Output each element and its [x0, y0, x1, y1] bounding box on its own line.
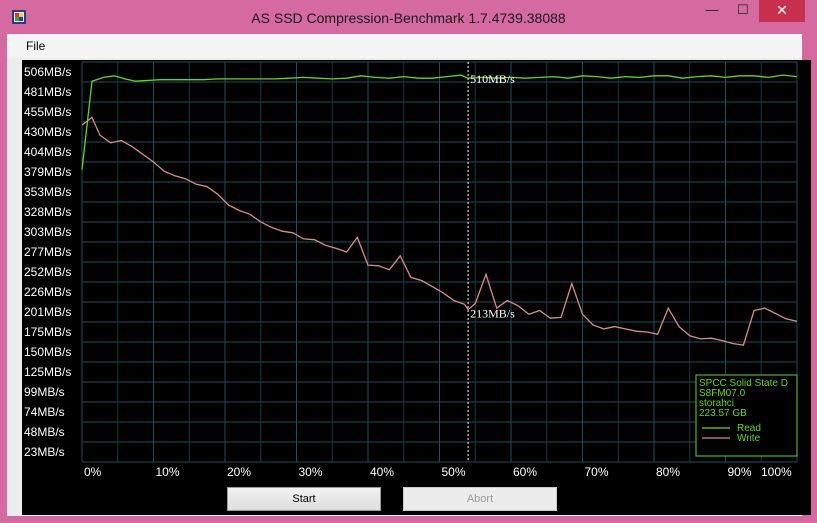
- cursor-read-value: 510MB/s: [470, 72, 515, 86]
- x-tick-label: 50%: [442, 465, 466, 479]
- series-line-write: [81, 116, 798, 346]
- y-tick-label: 99MB/s: [24, 385, 65, 399]
- y-tick-label: 455MB/s: [24, 105, 71, 119]
- x-tick-label: 10%: [156, 465, 180, 479]
- info-line: storahci: [699, 398, 734, 409]
- info-line: S8FM07.0: [699, 388, 746, 399]
- x-tick-label: 60%: [513, 465, 537, 479]
- y-tick-label: 252MB/s: [24, 265, 71, 279]
- maximize-icon[interactable]: ☐: [737, 2, 749, 17]
- y-tick-label: 506MB/s: [24, 65, 71, 79]
- info-line: SPCC Solid State D: [699, 378, 788, 389]
- x-tick-label: 30%: [299, 465, 323, 479]
- x-tick-label: 80%: [656, 465, 680, 479]
- close-icon[interactable]: ✕: [759, 0, 805, 22]
- chart-background: [22, 60, 811, 515]
- abort-button[interactable]: Abort: [403, 487, 557, 511]
- title-bar[interactable]: AS SSD Compression-Benchmark 1.7.4739.38…: [0, 0, 817, 34]
- y-tick-label: 404MB/s: [24, 145, 71, 159]
- series-line-read: [81, 74, 798, 170]
- legend-label: Read: [737, 423, 761, 434]
- legend-label: Write: [737, 433, 761, 444]
- y-tick-label: 201MB/s: [24, 305, 71, 319]
- y-tick-label: 226MB/s: [24, 285, 71, 299]
- x-tick-label: 40%: [370, 465, 394, 479]
- x-tick-label: 20%: [227, 465, 251, 479]
- x-tick-label: 90%: [728, 465, 752, 479]
- y-tick-label: 430MB/s: [24, 125, 71, 139]
- cursor-write-value: 213MB/s: [470, 307, 515, 321]
- start-button[interactable]: Start: [227, 487, 381, 511]
- y-tick-label: 303MB/s: [24, 225, 71, 239]
- y-tick-label: 125MB/s: [24, 365, 71, 379]
- y-tick-label: 379MB/s: [24, 165, 71, 179]
- y-tick-label: 150MB/s: [24, 345, 71, 359]
- x-tick-label: 0%: [84, 465, 102, 479]
- window-title: AS SSD Compression-Benchmark 1.7.4739.38…: [251, 10, 566, 26]
- benchmark-chart: 506MB/s 481MB/s 455MB/s 430MB/s 404MB/s 379MB…: [22, 60, 811, 515]
- x-tick-label: 100%: [761, 465, 792, 479]
- menu-bar: File: [7, 34, 802, 58]
- y-tick-label: 328MB/s: [24, 205, 71, 219]
- y-tick-label: 74MB/s: [24, 405, 65, 419]
- y-tick-label: 481MB/s: [24, 85, 71, 99]
- x-tick-label: 70%: [585, 465, 609, 479]
- y-tick-label: 353MB/s: [24, 185, 71, 199]
- app-icon: [12, 10, 26, 24]
- y-tick-label: 23MB/s: [24, 445, 65, 459]
- y-tick-label: 48MB/s: [24, 425, 65, 439]
- minimize-icon[interactable]: —: [705, 2, 719, 17]
- y-tick-label: 277MB/s: [24, 245, 71, 259]
- info-line: 223.57 GB: [699, 408, 747, 419]
- y-tick-label: 175MB/s: [24, 325, 71, 339]
- client-area: File 506MB/s 481MB/s 455MB/s 430MB/s 404MB/s…: [7, 34, 811, 516]
- menu-file[interactable]: File: [26, 39, 46, 53]
- legend-box: [695, 374, 798, 457]
